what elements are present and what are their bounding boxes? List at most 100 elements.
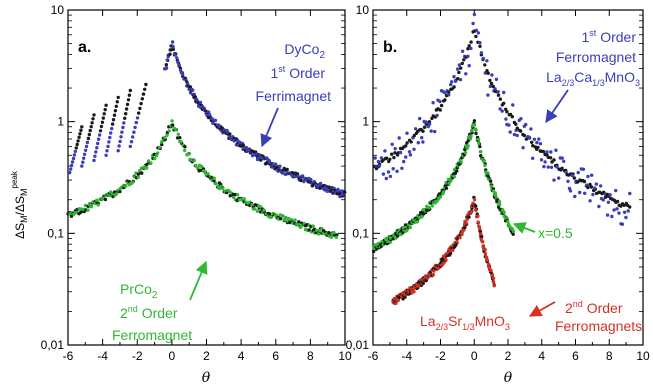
data-point xyxy=(581,167,586,171)
data-point xyxy=(474,34,478,39)
data-point xyxy=(491,276,496,280)
data-point xyxy=(89,204,94,209)
data-point xyxy=(405,131,409,135)
data-point xyxy=(383,149,387,153)
data-point xyxy=(464,72,468,76)
data-point xyxy=(531,156,535,160)
data-point xyxy=(212,176,216,180)
data-point xyxy=(228,132,232,136)
data-point xyxy=(69,214,74,218)
data-point xyxy=(164,62,168,67)
data-point xyxy=(443,98,447,102)
data-point xyxy=(377,164,382,168)
data-point xyxy=(578,190,582,195)
fan-point xyxy=(140,97,144,101)
data-point xyxy=(519,129,523,133)
data-point xyxy=(317,228,322,232)
data-point xyxy=(183,148,187,153)
data-point xyxy=(441,190,446,194)
data-point xyxy=(397,136,401,140)
data-point xyxy=(562,159,566,163)
data-point xyxy=(281,171,285,175)
data-point xyxy=(490,273,495,277)
data-point xyxy=(508,130,512,134)
fan-point xyxy=(128,88,132,93)
fan-point xyxy=(135,116,140,120)
data-point xyxy=(572,176,576,180)
fan-point xyxy=(87,132,92,137)
data-point xyxy=(404,155,408,159)
lsmo-type-label: Ferromagnets xyxy=(555,318,642,334)
data-point xyxy=(384,156,389,160)
data-point xyxy=(157,145,162,150)
data-point xyxy=(401,225,405,230)
data-point xyxy=(603,195,608,199)
data-point xyxy=(497,200,502,204)
data-point xyxy=(505,110,509,114)
data-point xyxy=(476,220,480,224)
data-point xyxy=(416,141,420,145)
y-tick-label: 0,01 xyxy=(346,338,370,352)
fan-point xyxy=(96,141,100,146)
data-point xyxy=(570,173,574,178)
data-point xyxy=(472,123,477,127)
x-tick-label: -2 xyxy=(435,349,446,363)
fan-point xyxy=(121,125,125,130)
data-point xyxy=(599,184,603,188)
data-point xyxy=(422,125,427,129)
data-point xyxy=(468,137,472,141)
data-point xyxy=(300,174,305,178)
data-point xyxy=(424,120,428,124)
data-point xyxy=(376,159,381,164)
data-point xyxy=(476,137,481,142)
data-point xyxy=(418,116,422,121)
data-point xyxy=(381,172,386,176)
data-point xyxy=(433,129,437,134)
data-point xyxy=(174,127,178,132)
data-point xyxy=(478,227,482,231)
data-point xyxy=(407,150,412,154)
data-point xyxy=(532,137,537,141)
fan-point xyxy=(72,153,77,157)
data-point xyxy=(460,49,465,53)
data-point xyxy=(477,141,481,146)
data-point xyxy=(460,61,464,66)
fan-point xyxy=(73,149,78,154)
fan-point xyxy=(137,111,141,115)
data-point xyxy=(439,103,444,108)
data-point xyxy=(497,205,501,209)
data-point xyxy=(178,136,182,140)
data-point xyxy=(498,107,502,111)
data-point xyxy=(379,156,384,160)
data-point xyxy=(183,145,187,149)
data-point xyxy=(267,212,272,216)
data-point xyxy=(620,222,625,226)
data-point xyxy=(469,210,474,214)
data-point xyxy=(576,170,580,175)
data-point xyxy=(213,118,218,123)
data-point xyxy=(388,157,392,161)
data-point xyxy=(176,60,180,64)
data-point xyxy=(490,73,494,77)
data-point xyxy=(171,47,175,52)
data-point xyxy=(549,156,553,160)
data-point xyxy=(316,232,321,236)
data-point xyxy=(299,178,303,183)
data-point xyxy=(438,108,442,112)
data-point xyxy=(458,236,462,240)
data-point xyxy=(486,171,490,175)
fan-point xyxy=(105,149,109,153)
data-point xyxy=(500,109,504,113)
data-point xyxy=(409,140,413,144)
data-point xyxy=(408,153,413,157)
data-point xyxy=(271,162,275,166)
data-point xyxy=(421,129,425,133)
data-point xyxy=(469,134,473,138)
data-point xyxy=(588,182,592,187)
data-point xyxy=(543,160,547,164)
data-point xyxy=(472,198,477,202)
fan-point xyxy=(126,98,131,102)
data-point xyxy=(455,239,459,244)
data-point xyxy=(235,193,240,197)
data-point xyxy=(483,63,487,67)
